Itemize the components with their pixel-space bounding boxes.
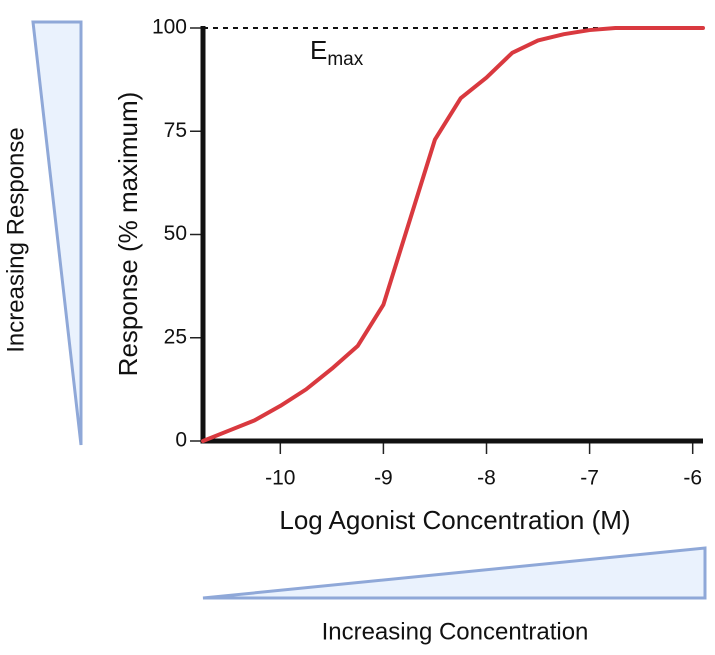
annotation-text: E (310, 35, 327, 65)
x-axis-label: Log Agonist Concentration (M) (279, 505, 630, 535)
x-tick-label: -8 (477, 467, 496, 490)
axes (200, 26, 703, 444)
x-tick-label: -10 (265, 467, 295, 490)
x-tick-label: -6 (683, 467, 702, 490)
y-axis-label: Response (% maximum) (113, 92, 143, 377)
y-tick-label: 0 (175, 429, 187, 452)
y-tick-label: 75 (164, 119, 187, 142)
y-tick-label: 25 (164, 325, 187, 348)
y-tick-label: 100 (152, 16, 187, 39)
x-tick-label: -7 (580, 467, 599, 490)
x-tick-label: -9 (374, 467, 393, 490)
side-label: Increasing Concentration (322, 618, 589, 645)
annotation: Emax (310, 35, 364, 70)
y-tick-label: 50 (164, 222, 187, 245)
annotation-subscript: max (327, 49, 363, 70)
side-label: Increasing Response (2, 127, 29, 352)
response-wedge (31, 20, 83, 446)
concentration-wedge (202, 546, 707, 600)
response-curve (201, 26, 705, 443)
